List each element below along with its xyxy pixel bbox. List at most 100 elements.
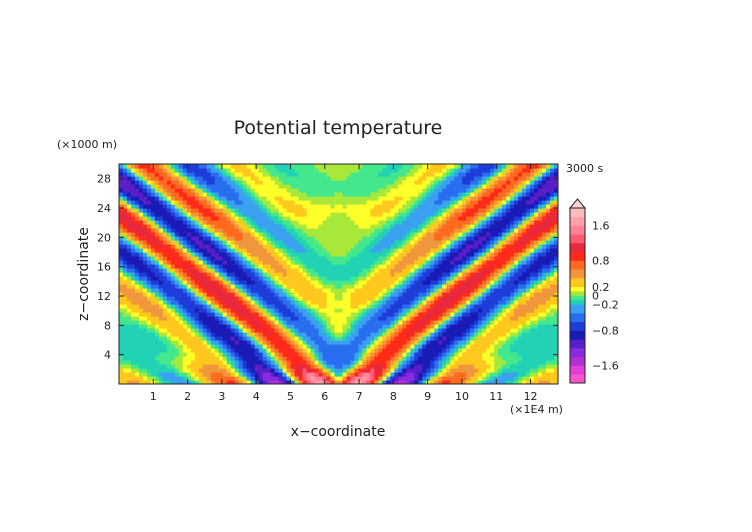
- heatmap-cell: [338, 316, 344, 321]
- heatmap-cell: [314, 292, 320, 297]
- heatmap-cell: [230, 184, 236, 189]
- heatmap-cell: [378, 180, 383, 185]
- heatmap-cell: [206, 220, 212, 225]
- heatmap-cell: [318, 344, 324, 349]
- heatmap-cell: [126, 256, 132, 261]
- heatmap-cell: [326, 184, 332, 189]
- heatmap-cell: [226, 188, 232, 193]
- heatmap-cell: [390, 268, 395, 273]
- heatmap-cell: [134, 244, 140, 249]
- heatmap-cell: [422, 260, 427, 265]
- heatmap-cell: [346, 244, 352, 249]
- heatmap-cell: [342, 320, 348, 325]
- heatmap-cell: [390, 312, 395, 317]
- heatmap-cell: [334, 320, 340, 325]
- heatmap-cell: [230, 296, 236, 301]
- heatmap-cell: [230, 372, 236, 377]
- heatmap-cell: [458, 380, 463, 384]
- heatmap-cell: [362, 200, 368, 205]
- heatmap-cell: [458, 340, 463, 345]
- heatmap-cell: [446, 276, 451, 281]
- heatmap-cell: [222, 196, 228, 201]
- heatmap-cell: [154, 164, 160, 169]
- heatmap-cell: [342, 252, 348, 257]
- heatmap-cell: [222, 376, 228, 381]
- heatmap-cell: [150, 188, 156, 193]
- heatmap-cell: [270, 248, 276, 253]
- heatmap-cell: [382, 184, 387, 189]
- heatmap-cell: [474, 176, 479, 181]
- heatmap-cell: [142, 188, 148, 193]
- heatmap-cell: [466, 328, 471, 333]
- heatmap-cell: [166, 224, 172, 229]
- heatmap-cell: [334, 376, 340, 381]
- heatmap-cell: [366, 304, 372, 309]
- heatmap-cell: [326, 348, 332, 353]
- heatmap-cell: [222, 244, 228, 249]
- heatmap-cell: [438, 236, 443, 241]
- heatmap-cell: [358, 264, 364, 269]
- heatmap-cell: [290, 180, 296, 185]
- heatmap-cell: [142, 296, 148, 301]
- heatmap-cell: [190, 296, 196, 301]
- heatmap-cell: [186, 224, 192, 229]
- heatmap-cell: [138, 296, 144, 301]
- heatmap-cell: [418, 248, 423, 253]
- heatmap-cell: [346, 232, 352, 237]
- heatmap-cell: [198, 216, 204, 221]
- heatmap-cell: [134, 208, 140, 213]
- heatmap-cell: [474, 196, 479, 201]
- heatmap-cell: [278, 168, 284, 173]
- heatmap-cell: [190, 368, 196, 373]
- heatmap-cell: [378, 336, 383, 341]
- heatmap-cell: [190, 280, 196, 285]
- heatmap-cell: [130, 372, 136, 377]
- heatmap-cell: [146, 272, 152, 277]
- heatmap-cell: [258, 172, 264, 177]
- heatmap-cell: [314, 260, 320, 265]
- heatmap-cell: [410, 364, 415, 369]
- heatmap-cell: [466, 196, 471, 201]
- heatmap-cell: [310, 184, 316, 189]
- heatmap-cell: [314, 288, 320, 293]
- heatmap-cell: [474, 224, 479, 229]
- heatmap-cell: [134, 232, 140, 237]
- heatmap-cell: [478, 356, 483, 361]
- heatmap-cell: [390, 308, 395, 313]
- heatmap-cell: [282, 296, 288, 301]
- heatmap-cell: [190, 308, 196, 313]
- heatmap-cell: [310, 316, 316, 321]
- heatmap-cell: [262, 324, 268, 329]
- heatmap-cell: [222, 348, 228, 353]
- heatmap-cell: [142, 324, 148, 329]
- heatmap-cell: [342, 188, 348, 193]
- heatmap-cell: [190, 200, 196, 205]
- heatmap-cell: [150, 268, 156, 273]
- heatmap-cell: [306, 316, 312, 321]
- heatmap-cell: [394, 244, 399, 249]
- heatmap-cell: [338, 216, 344, 221]
- heatmap-cell: [210, 380, 216, 384]
- heatmap-cell: [394, 172, 399, 177]
- heatmap-cell: [474, 220, 479, 225]
- heatmap-cell: [194, 232, 200, 237]
- heatmap-cell: [206, 244, 212, 249]
- heatmap-cell: [202, 244, 208, 249]
- heatmap-cell: [366, 352, 372, 357]
- heatmap-cell: [458, 204, 463, 209]
- heatmap-cell: [350, 332, 356, 337]
- heatmap-cell: [478, 328, 483, 333]
- heatmap-cell: [426, 272, 431, 277]
- heatmap-cell: [190, 348, 196, 353]
- heatmap-cell: [142, 348, 148, 353]
- heatmap-cell: [214, 308, 220, 313]
- heatmap-cell: [442, 348, 447, 353]
- heatmap-cell: [406, 224, 411, 229]
- heatmap-cell: [150, 228, 156, 233]
- heatmap-cell: [362, 376, 368, 381]
- heatmap-cell: [250, 236, 256, 241]
- heatmap-cell: [174, 264, 180, 269]
- heatmap-cell: [314, 188, 320, 193]
- heatmap-cell: [382, 228, 387, 233]
- heatmap-cell: [366, 368, 372, 373]
